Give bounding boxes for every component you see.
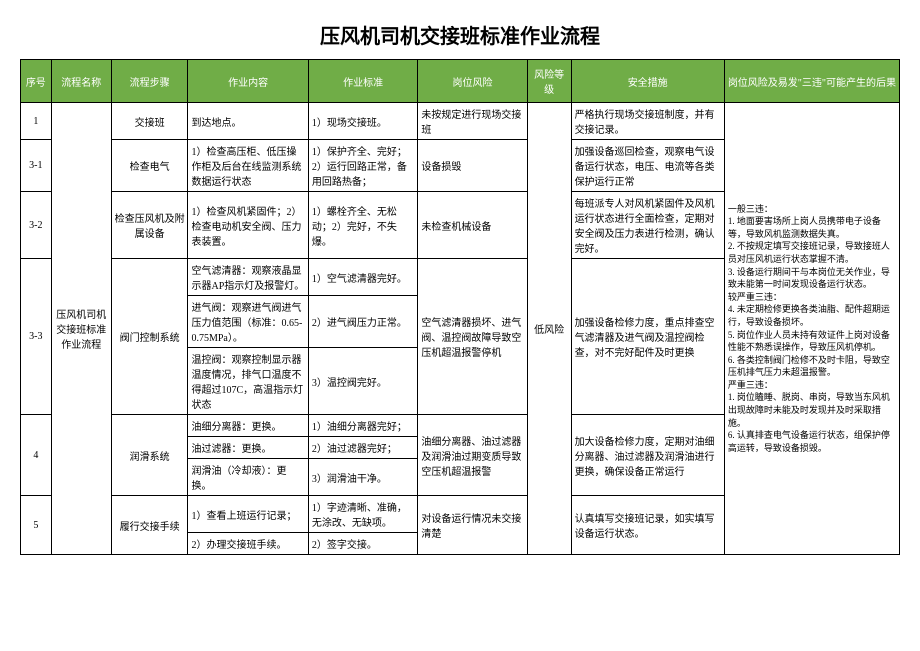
cell-content: 2）办理交接班手续。 (188, 533, 308, 555)
cell-content: 润滑油（冷却液）：更换。 (188, 459, 308, 496)
cell-standard: 1）螺栓齐全、无松动；2）完好，不失爆。 (308, 192, 417, 259)
header-measure: 安全措施 (571, 60, 724, 103)
cell-content: 1）检查风机紧固件；2）检查电动机安全阀、压力表装置。 (188, 192, 308, 259)
header-standard: 作业标准 (308, 60, 417, 103)
header-name: 流程名称 (51, 60, 111, 103)
cell-measure: 严格执行现场交接班制度，并有交接记录。 (571, 103, 724, 140)
cell-standard: 3）润滑油干净。 (308, 459, 417, 496)
cell-standard: 1）现场交接班。 (308, 103, 417, 140)
cell-risk: 空气滤清器损坏、进气阀、温控阀故障导致空压机超温报警停机 (418, 259, 527, 415)
cell-name: 压风机司机交接班标准作业流程 (51, 103, 111, 555)
cell-risk: 未按规定进行现场交接班 (418, 103, 527, 140)
header-seq: 序号 (21, 60, 52, 103)
cell-measure: 加大设备检修力度，定期对油细分离器、油过滤器及润滑油进行更换，确保设备正常运行 (571, 415, 724, 496)
cell-standard: 1）油细分离器完好； (308, 415, 417, 437)
cell-content: 油细分离器：更换。 (188, 415, 308, 437)
cell-step: 检查压风机及附属设备 (111, 192, 188, 259)
cell-content: 1）查看上班运行记录； (188, 496, 308, 533)
cell-standard: 3）温控阀完好。 (308, 348, 417, 415)
cell-content: 空气滤清器：观察液晶显示器AP指示灯及报警灯。 (188, 259, 308, 296)
cell-content: 油过滤器：更换。 (188, 437, 308, 459)
cell-risk: 设备损毁 (418, 140, 527, 192)
cell-measure: 认真填写交接班记录，如实填写设备运行状态。 (571, 496, 724, 555)
cell-standard: 1）空气滤清器完好。 (308, 259, 417, 296)
cell-content: 温控阀：观察控制显示器温度情况，排气口温度不得超过107C，高温指示灯状态 (188, 348, 308, 415)
cell-standard: 2）签字交接。 (308, 533, 417, 555)
cell-seq: 4 (21, 415, 52, 496)
cell-standard: 2）油过滤器完好； (308, 437, 417, 459)
cell-content: 到达地点。 (188, 103, 308, 140)
cell-seq: 3-2 (21, 192, 52, 259)
cell-content: 1）检查高压柜、低压操作柜及后台在线监测系统数据运行状态 (188, 140, 308, 192)
cell-risk: 未检查机械设备 (418, 192, 527, 259)
cell-seq: 5 (21, 496, 52, 555)
cell-step: 检查电气 (111, 140, 188, 192)
cell-standard: 1）字迹清晰、准确，无涂改、无缺项。 (308, 496, 417, 533)
cell-seq: 1 (21, 103, 52, 140)
document-title: 压风机司机交接班标准作业流程 (20, 20, 900, 49)
cell-step: 阀门控制系统 (111, 259, 188, 415)
cell-measure: 每班派专人对风机紧固件及风机运行状态进行全面检查，定期对安全阀及压力表进行检测，… (571, 192, 724, 259)
cell-level: 低风险 (527, 103, 571, 555)
cell-consequence: 一般三违： 1. 地面要害场所上岗人员携带电子设备等，导致风机监测数据失真。 2… (724, 103, 899, 555)
procedure-table: 序号 流程名称 流程步骤 作业内容 作业标准 岗位风险 风险等级 安全措施 岗位… (20, 59, 900, 555)
header-consequence: 岗位风险及易发"三违"可能产生的后果 (724, 60, 899, 103)
cell-step: 履行交接手续 (111, 496, 188, 555)
cell-measure: 加强设备巡回检查，观察电气设备运行状态，电压、电流等各类保护运行正常 (571, 140, 724, 192)
header-row: 序号 流程名称 流程步骤 作业内容 作业标准 岗位风险 风险等级 安全措施 岗位… (21, 60, 900, 103)
cell-standard: 2）进气阀压力正常。 (308, 296, 417, 348)
cell-seq: 3-1 (21, 140, 52, 192)
cell-risk: 油细分离器、油过滤器及润滑油过期变质导致空压机超温报警 (418, 415, 527, 496)
cell-seq: 3-3 (21, 259, 52, 415)
header-level: 风险等级 (527, 60, 571, 103)
cell-risk: 对设备运行情况未交接清楚 (418, 496, 527, 555)
cell-content: 进气阀：观察进气阀进气压力值范围（标准：0.65-0.75MPa）。 (188, 296, 308, 348)
cell-step: 润滑系统 (111, 415, 188, 496)
table-row: 1 压风机司机交接班标准作业流程 交接班 到达地点。 1）现场交接班。 未按规定… (21, 103, 900, 140)
cell-measure: 加强设备检修力度，重点排查空气滤清器及进气阀及温控阀检查，对不完好配件及时更换 (571, 259, 724, 415)
cell-step: 交接班 (111, 103, 188, 140)
cell-standard: 1）保护齐全、完好；2）运行回路正常，备用回路热备； (308, 140, 417, 192)
header-content: 作业内容 (188, 60, 308, 103)
header-step: 流程步骤 (111, 60, 188, 103)
header-risk: 岗位风险 (418, 60, 527, 103)
